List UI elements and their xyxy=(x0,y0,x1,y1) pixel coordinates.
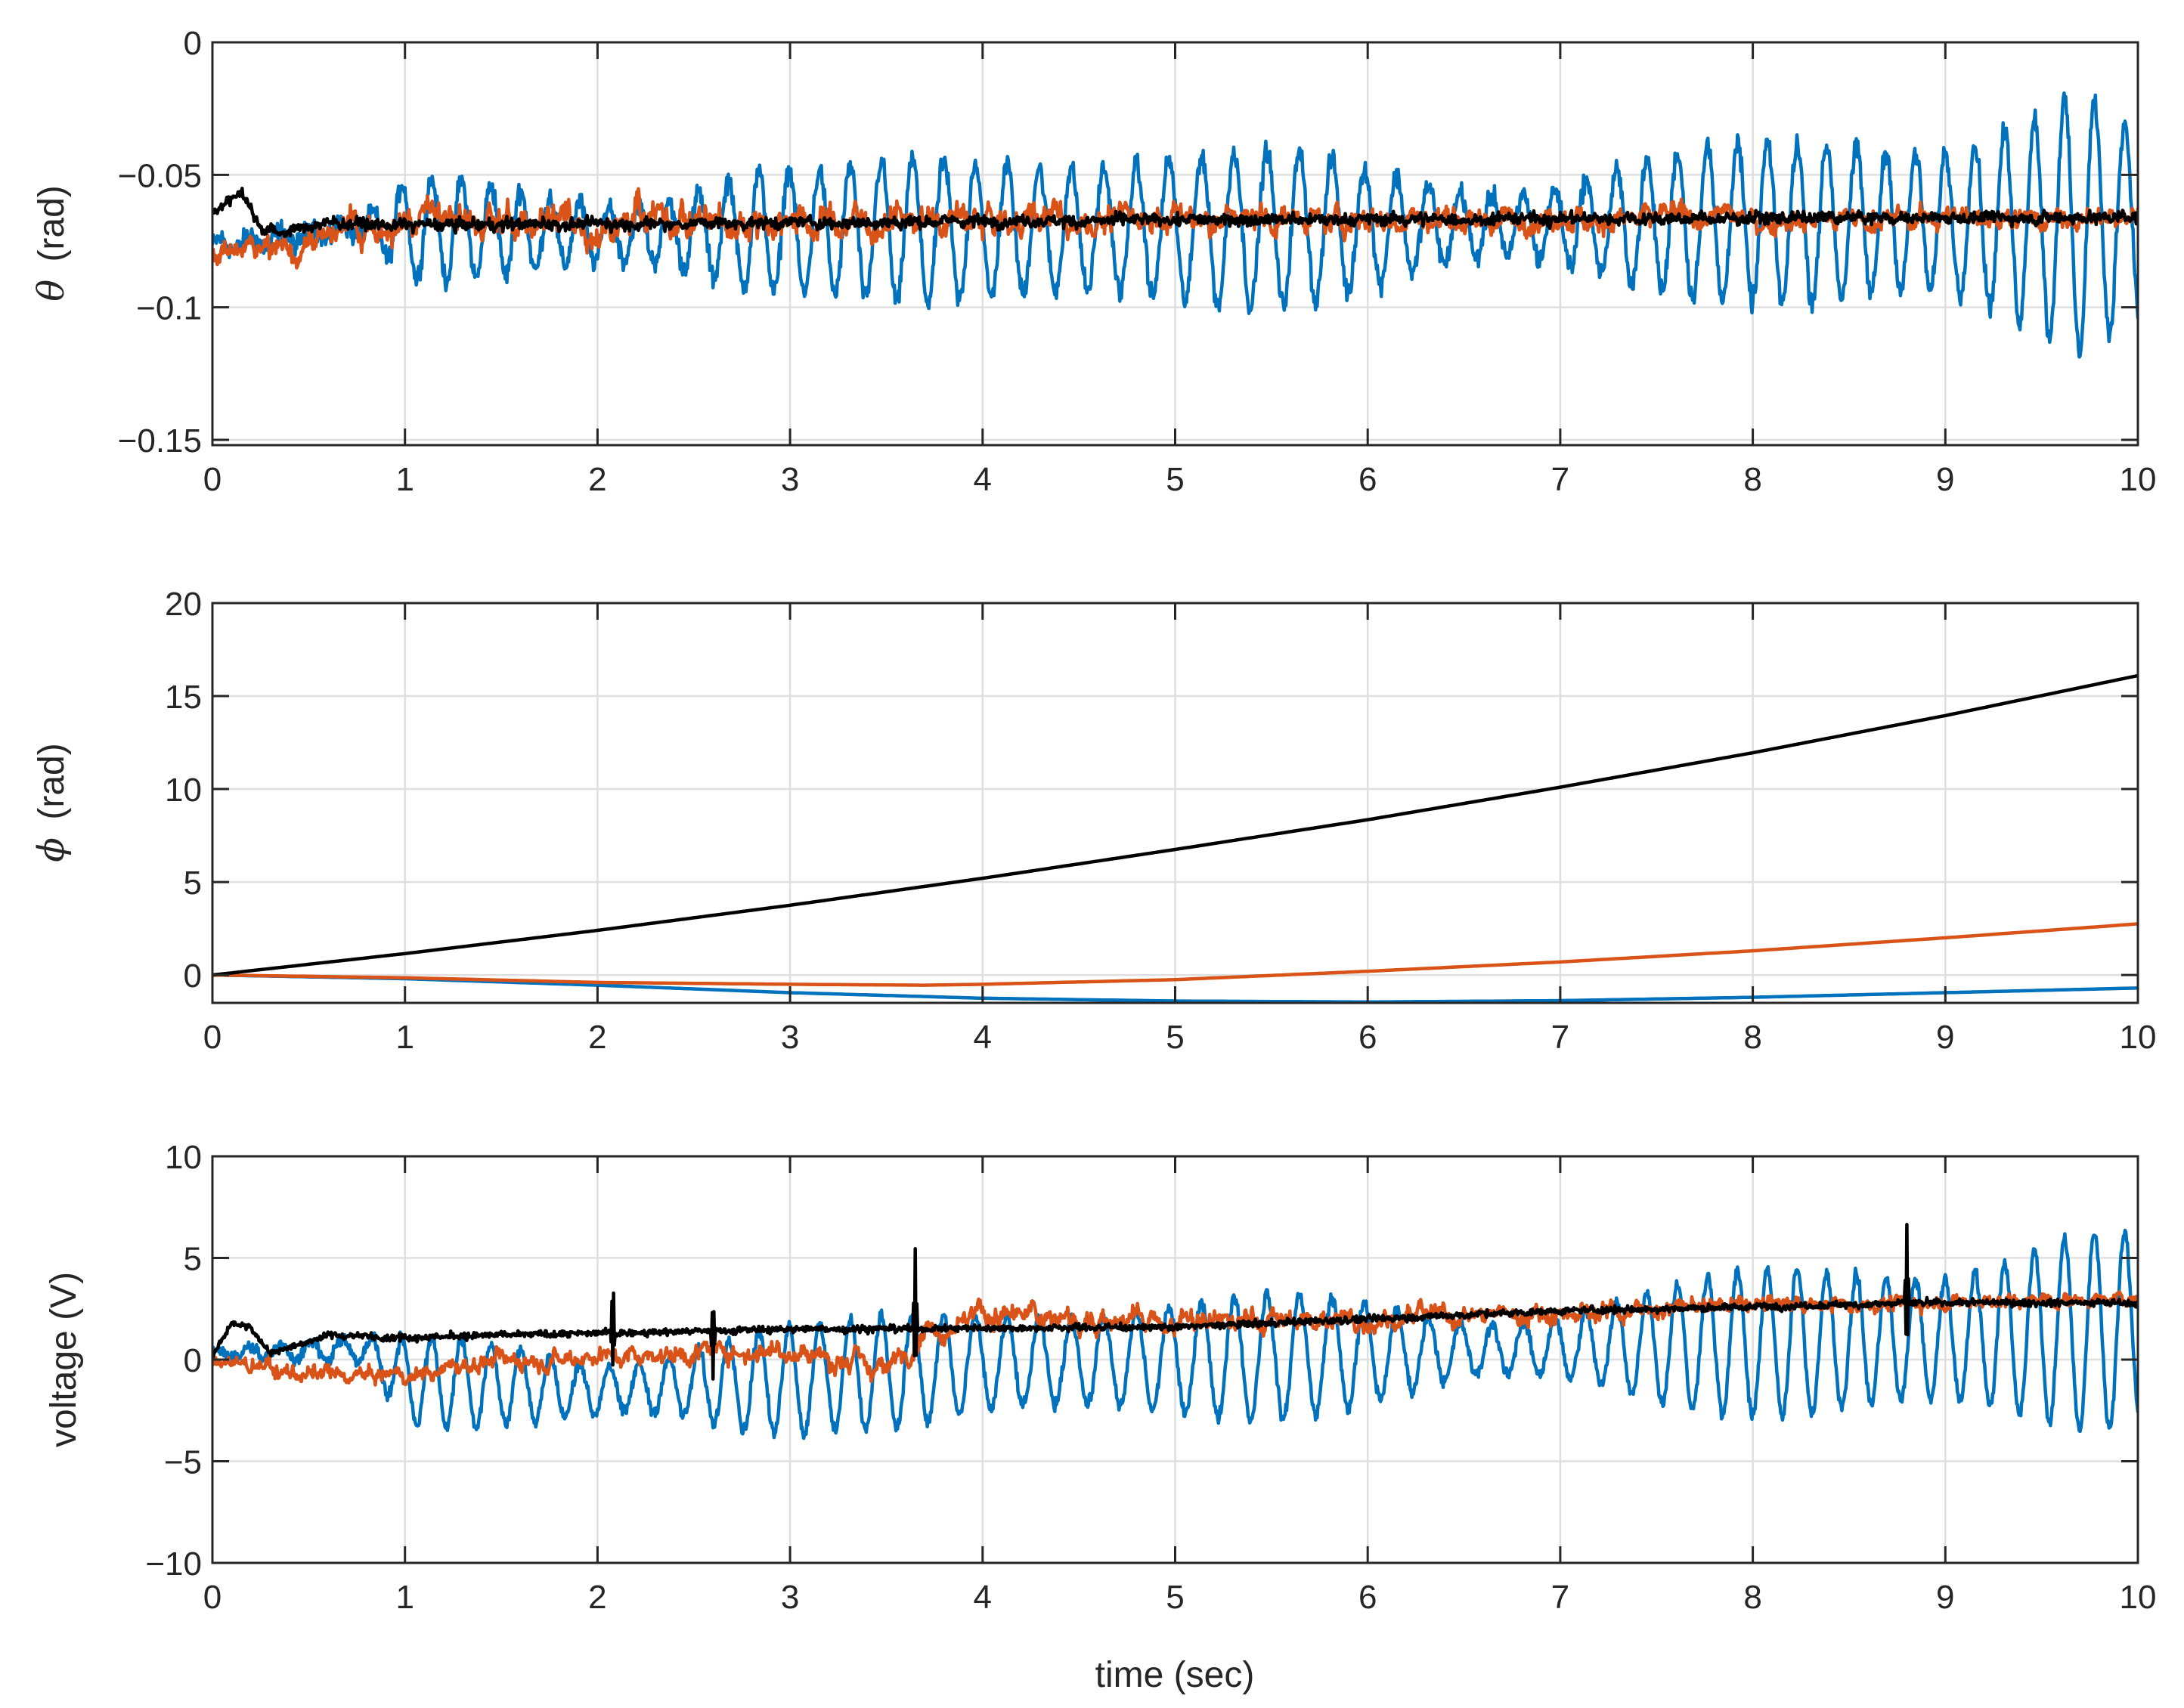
voltage-ytick-label-4: −10 xyxy=(145,1546,202,1583)
voltage-xtick-label-5: 5 xyxy=(1166,1579,1184,1616)
voltage-ytick-label-3: −5 xyxy=(164,1444,202,1481)
theta-panel: 0 1 2 3 4 5 6 7 8 9 10 0 −0.05 −0.1 −0.15 θ (rad) xyxy=(30,25,2156,498)
voltage-xtick-label-3: 3 xyxy=(781,1579,799,1616)
theta-ytick-label-1: −0.05 xyxy=(118,157,202,194)
phi-ytick-label-2: 10 xyxy=(165,772,202,809)
voltage-series-1-line xyxy=(212,1228,2138,1440)
theta-ylabel-unit: (rad) xyxy=(32,185,72,261)
voltage-xtick-label-0: 0 xyxy=(203,1579,221,1616)
theta-series-1-line xyxy=(212,91,2138,359)
voltage-xtick-label-2: 2 xyxy=(588,1579,606,1616)
theta-ytick-label-2: −0.1 xyxy=(136,290,202,327)
voltage-ticks: 0 1 2 3 4 5 6 7 8 9 10 10 5 0 −5 −10 xyxy=(145,1139,2156,1616)
phi-series-2-line xyxy=(212,922,2138,987)
voltage-xtick-label-7: 7 xyxy=(1551,1579,1569,1616)
theta-ytick-label-0: 0 xyxy=(184,25,202,62)
theta-xtick-label-8: 8 xyxy=(1743,461,1761,498)
voltage-xtick-label-9: 9 xyxy=(1936,1579,1954,1616)
phi-ytick-label-1: 5 xyxy=(184,865,202,902)
theta-lines xyxy=(212,91,2138,359)
voltage-ytick-label-2: 0 xyxy=(184,1342,202,1379)
voltage-xtick-label-10: 10 xyxy=(2120,1579,2157,1616)
phi-ytick-label-0: 0 xyxy=(184,958,202,995)
phi-ytick-label-4: 20 xyxy=(165,586,202,623)
voltage-xtick-label-6: 6 xyxy=(1358,1579,1377,1616)
phi-xtick-label-0: 0 xyxy=(203,1019,221,1056)
phi-ylabel-unit: (rad) xyxy=(32,743,72,819)
theta-xtick-label-3: 3 xyxy=(781,461,799,498)
phi-grid xyxy=(212,603,2138,1003)
phi-xtick-label-9: 9 xyxy=(1936,1019,1954,1056)
voltage-xtick-label-4: 4 xyxy=(974,1579,992,1616)
voltage-ytick-label-1: 5 xyxy=(184,1241,202,1278)
theta-xtick-label-4: 4 xyxy=(974,461,992,498)
phi-xtick-label-5: 5 xyxy=(1166,1019,1184,1056)
theta-series-3-line xyxy=(212,187,2138,239)
theta-ylabel-symbol: θ xyxy=(30,280,73,302)
theta-xtick-label-0: 0 xyxy=(203,461,221,498)
phi-xtick-label-7: 7 xyxy=(1551,1019,1569,1056)
voltage-xtick-label-8: 8 xyxy=(1743,1579,1761,1616)
voltage-ytick-label-0: 10 xyxy=(165,1139,202,1176)
theta-xtick-label-6: 6 xyxy=(1358,461,1377,498)
phi-ylabel-symbol: ϕ xyxy=(30,837,73,862)
theta-xtick-label-1: 1 xyxy=(395,461,414,498)
phi-xtick-label-4: 4 xyxy=(974,1019,992,1056)
phi-ytick-label-3: 15 xyxy=(165,679,202,716)
phi-xtick-label-2: 2 xyxy=(588,1019,606,1056)
phi-xtick-label-1: 1 xyxy=(395,1019,414,1056)
voltage-ylabel: voltage (V) xyxy=(44,1272,84,1447)
theta-xtick-label-2: 2 xyxy=(588,461,606,498)
theta-xtick-label-10: 10 xyxy=(2120,461,2157,498)
phi-xtick-label-8: 8 xyxy=(1743,1019,1761,1056)
phi-ticks: 0 1 2 3 4 5 6 7 8 9 10 0 5 10 15 20 xyxy=(165,586,2156,1056)
phi-xtick-label-3: 3 xyxy=(781,1019,799,1056)
theta-ytick-label-3: −0.15 xyxy=(118,422,202,459)
phi-ylabel: ϕ (rad) xyxy=(30,743,73,862)
voltage-panel: 0 1 2 3 4 5 6 7 8 9 10 10 5 0 −5 −10 voltage (V) time (… xyxy=(44,1139,2156,1695)
voltage-series-3-line xyxy=(212,1223,2138,1381)
theta-xtick-label-7: 7 xyxy=(1551,461,1569,498)
theta-xtick-label-9: 9 xyxy=(1936,461,1954,498)
theta-ylabel: θ (rad) xyxy=(30,185,73,302)
phi-xtick-label-10: 10 xyxy=(2120,1019,2157,1056)
theta-xtick-label-5: 5 xyxy=(1166,461,1184,498)
voltage-xtick-label-1: 1 xyxy=(395,1579,414,1616)
voltage-xlabel: time (sec) xyxy=(1095,1655,1255,1695)
phi-xtick-label-6: 6 xyxy=(1358,1019,1377,1056)
phi-series-3-line xyxy=(212,673,2138,977)
voltage-lines xyxy=(212,1223,2138,1440)
theta-ticks: 0 1 2 3 4 5 6 7 8 9 10 0 −0.05 −0.1 −0.15 xyxy=(118,25,2157,498)
phi-panel: 0 1 2 3 4 5 6 7 8 9 10 0 5 10 15 20 ϕ (rad) xyxy=(30,586,2156,1056)
theta-grid xyxy=(212,42,2138,445)
